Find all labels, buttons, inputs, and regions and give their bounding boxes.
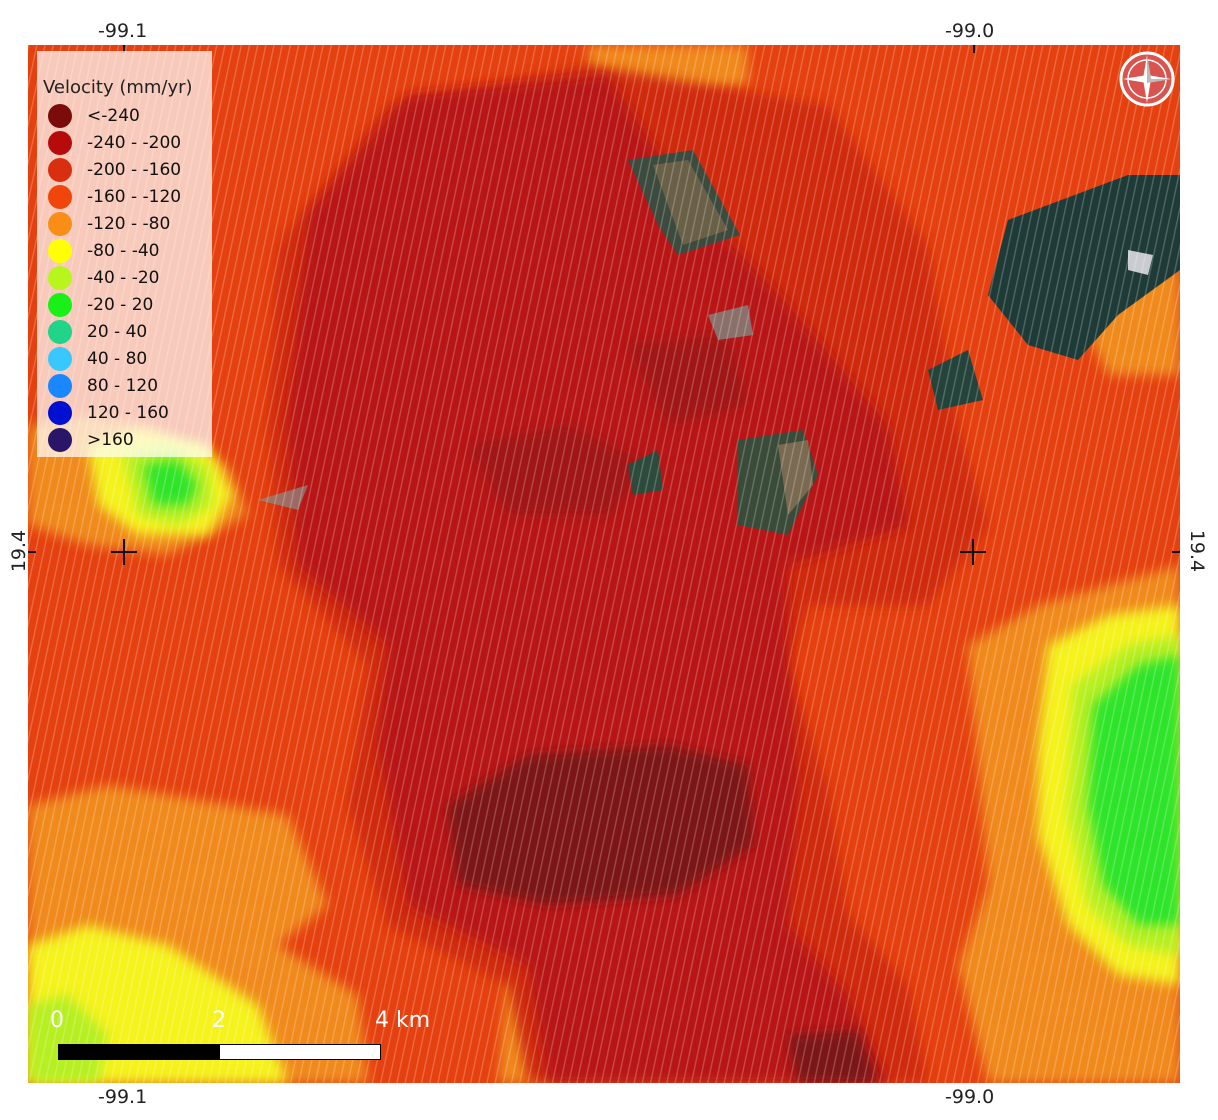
legend-swatch (48, 265, 72, 290)
scale-bar-segment-black (59, 1045, 220, 1059)
legend-swatch (48, 427, 72, 452)
legend-swatch (48, 373, 72, 398)
legend-swatch (48, 130, 72, 155)
legend-label: -240 - -200 (87, 132, 182, 153)
tick-left-lat (28, 551, 36, 553)
legend-label: 80 - 120 (87, 375, 159, 396)
scale-bar (58, 1044, 381, 1060)
legend-item: -240 - -200 (48, 129, 181, 156)
legend-label: 20 - 40 (87, 321, 148, 342)
swath-stripes (28, 45, 1180, 1083)
legend-list: <-240 -240 - -200 -200 - -160 -160 - -120 -1… (48, 102, 181, 453)
legend-label: 120 - 160 (87, 402, 169, 423)
legend-label: -20 - 20 (87, 294, 154, 315)
legend-item: 120 - 160 (48, 399, 181, 426)
velocity-map (28, 45, 1180, 1083)
lon-label-bottom-right: -99.0 (945, 1086, 995, 1108)
tick-top-right (973, 45, 975, 53)
lat-label-right: 19.4 (1186, 529, 1209, 573)
legend-label: -200 - -160 (87, 159, 182, 180)
legend-item: -40 - -20 (48, 264, 181, 291)
tick-right-lat (1172, 551, 1180, 553)
legend-item: <-240 (48, 102, 181, 129)
tick-top-left (123, 45, 125, 53)
graticule-cross-left (111, 539, 137, 565)
legend-item: -200 - -160 (48, 156, 181, 183)
legend-swatch (48, 157, 72, 182)
scale-label-4: 4 km (375, 1008, 431, 1033)
legend-swatch (48, 292, 72, 317)
legend-swatch (48, 211, 72, 236)
north-arrow-compass-icon (1119, 51, 1175, 107)
scale-label-0: 0 (50, 1008, 64, 1033)
legend-panel: Velocity (mm/yr) <-240 -240 - -200 -200 - … (37, 51, 212, 457)
lat-label-left: 19.4 (8, 529, 31, 573)
lon-label-bottom-left: -99.1 (98, 1086, 148, 1108)
legend-item: -80 - -40 (48, 237, 181, 264)
graticule-cross-right (960, 539, 986, 565)
legend-label: -120 - -80 (87, 213, 171, 234)
legend-item: -20 - 20 (48, 291, 181, 318)
legend-swatch (48, 319, 72, 344)
legend-label: 40 - 80 (87, 348, 148, 369)
legend-label: <-240 (87, 105, 140, 126)
legend-item: 80 - 120 (48, 372, 181, 399)
legend-swatch (48, 238, 72, 263)
legend-title: Velocity (mm/yr) (43, 77, 193, 98)
legend-swatch (48, 103, 72, 128)
velocity-raster (28, 45, 1180, 1083)
lon-label-top-left: -99.1 (98, 20, 148, 42)
lon-label-top-right: -99.0 (945, 20, 995, 42)
legend-swatch (48, 184, 72, 209)
legend-item: 20 - 40 (48, 318, 181, 345)
legend-label: -80 - -40 (87, 240, 160, 261)
legend-swatch (48, 400, 72, 425)
legend-item: 40 - 80 (48, 345, 181, 372)
legend-label: >160 (87, 429, 134, 450)
scale-label-2: 2 (212, 1008, 226, 1033)
legend-item: -160 - -120 (48, 183, 181, 210)
legend-item: >160 (48, 426, 181, 453)
scale-bar-segment-white (219, 1045, 380, 1059)
legend-label: -160 - -120 (87, 186, 182, 207)
legend-swatch (48, 346, 72, 371)
legend-label: -40 - -20 (87, 267, 160, 288)
legend-item: -120 - -80 (48, 210, 181, 237)
